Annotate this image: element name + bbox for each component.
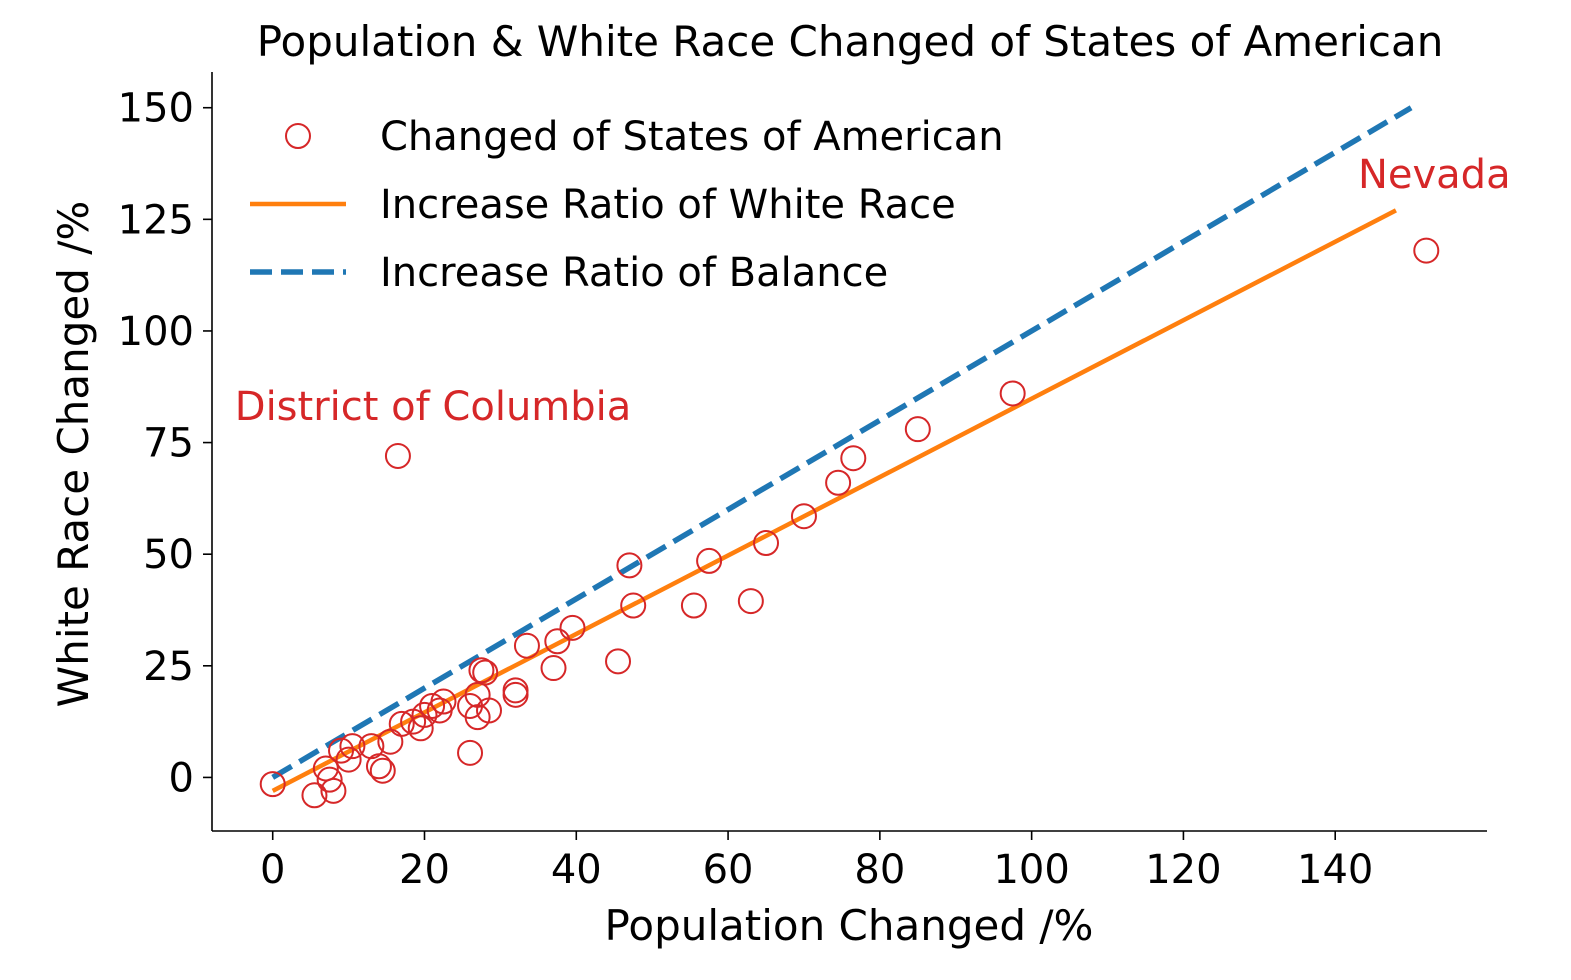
legend: Changed of States of American Increase Ra… <box>250 114 1004 296</box>
scatter-point <box>457 739 484 766</box>
scatter-point <box>328 737 355 764</box>
scatter-point <box>365 753 392 780</box>
x-tick-label: 0 <box>260 847 285 893</box>
white-race-ratio-line <box>271 208 1397 793</box>
scatter-point <box>419 692 446 719</box>
y-tick-label: 150 <box>118 86 194 132</box>
x-axis-ticks: 0 20 40 60 80 100 120 140 <box>260 831 1373 893</box>
scatter-point <box>339 733 366 760</box>
y-axis-label: White Race Changed /% <box>49 201 98 708</box>
scatter-point <box>369 757 396 784</box>
scatter-point <box>472 659 499 686</box>
scatter-point <box>407 715 434 742</box>
scatter-point <box>320 777 347 804</box>
y-tick-label: 75 <box>143 421 194 467</box>
annotation-label: District of Columbia <box>235 384 632 430</box>
x-tick-label: 120 <box>1145 847 1221 893</box>
legend-entry-label: Increase Ratio of Balance <box>380 250 888 296</box>
scatter-point <box>840 445 867 472</box>
scatter-point <box>790 503 817 530</box>
scatter-point <box>559 614 586 641</box>
scatter-point <box>476 697 503 724</box>
x-tick-label: 60 <box>703 847 754 893</box>
legend-entry-label: Increase Ratio of White Race <box>380 182 956 228</box>
y-tick-label: 50 <box>143 532 194 578</box>
y-tick-label: 125 <box>118 197 194 243</box>
scatter-point <box>999 380 1026 407</box>
chart-title: Population & White Race Changed of State… <box>257 17 1444 66</box>
scatter-point <box>825 469 852 496</box>
x-tick-label: 80 <box>854 847 905 893</box>
scatter-point <box>316 766 343 793</box>
y-tick-label: 100 <box>118 309 194 355</box>
legend-scatter-marker <box>285 123 311 149</box>
scatter-point <box>513 632 540 659</box>
scatter-point <box>753 530 780 557</box>
scatter-point <box>259 771 286 798</box>
scatter-point <box>737 588 764 615</box>
x-axis-label: Population Changed /% <box>605 901 1094 950</box>
scatter-point <box>502 681 529 708</box>
scatter-point <box>468 657 495 684</box>
scatter-point <box>544 628 571 655</box>
y-axis-ticks: 0 25 50 75 100 125 150 <box>118 86 212 801</box>
scatter-point <box>696 547 723 574</box>
scatter-points <box>259 237 1440 809</box>
scatter-point <box>904 416 931 443</box>
scatter-point <box>388 710 415 737</box>
scatter-point <box>540 655 567 682</box>
scatter-point <box>620 592 647 619</box>
scatter-point <box>384 442 411 469</box>
annotation-label: Nevada <box>1358 152 1511 198</box>
scatter-point <box>680 592 707 619</box>
x-tick-label: 40 <box>551 847 602 893</box>
balance-ratio-line <box>271 105 1413 780</box>
legend-entry-label: Changed of States of American <box>380 114 1004 160</box>
series-lines <box>271 105 1413 793</box>
scatter-point <box>1413 237 1440 264</box>
y-tick-label: 25 <box>143 644 194 690</box>
scatter-point <box>616 552 643 579</box>
x-tick-label: 100 <box>993 847 1069 893</box>
scatter-point <box>430 688 457 715</box>
x-tick-label: 20 <box>399 847 450 893</box>
annotations: District of Columbia Nevada <box>235 152 1511 430</box>
scatter-point <box>335 746 362 773</box>
scatter-point <box>301 782 328 809</box>
x-tick-label: 140 <box>1297 847 1373 893</box>
y-tick-label: 0 <box>169 755 194 801</box>
scatter-point <box>411 701 438 728</box>
scatter-point <box>605 648 632 675</box>
plot-area: District of Columbia Nevada <box>235 105 1511 809</box>
